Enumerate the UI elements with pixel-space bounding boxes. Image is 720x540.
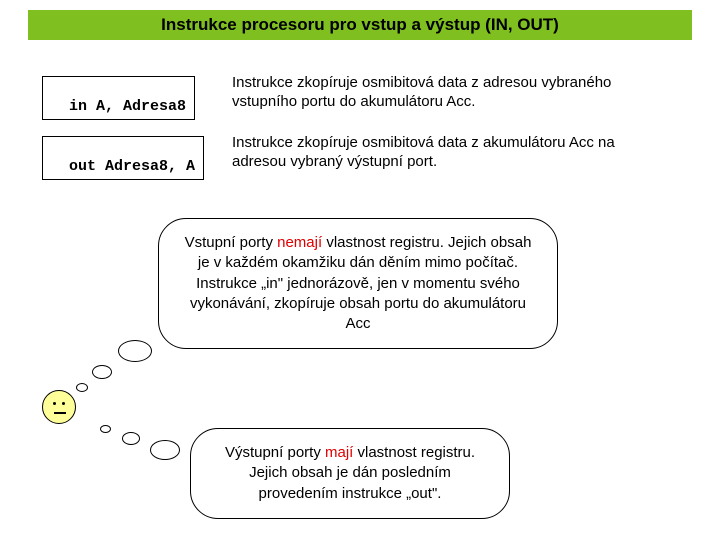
title-bar: Instrukce procesoru pro vstup a výstup (… (28, 10, 692, 40)
title-text: Instrukce procesoru pro vstup a výstup (… (161, 15, 559, 35)
bubble2-tail-1 (150, 440, 180, 460)
face-mouth (54, 412, 66, 414)
bubble1-pre: Vstupní porty (185, 234, 278, 251)
face-eye-right (62, 402, 65, 405)
desc-in: Instrukce zkopíruje osmibitová data z ad… (232, 74, 662, 112)
face-eye-left (53, 402, 56, 405)
desc-out: Instrukce zkopíruje osmibitová data z ak… (232, 134, 662, 172)
speech-bubble-2: Výstupní porty mají vlastnost registru. … (190, 428, 510, 519)
face-icon (42, 390, 76, 424)
bubble2-red: mají (325, 444, 353, 461)
bubble1-tail-1 (118, 340, 152, 362)
bubble2-tail-3 (100, 425, 111, 433)
code-out: out Adresa8, A (69, 158, 195, 175)
code-box-in: in A, Adresa8 (42, 76, 195, 120)
bubble2-tail-2 (122, 432, 140, 445)
code-in: in A, Adresa8 (69, 98, 186, 115)
bubble1-tail-2 (92, 365, 112, 379)
bubble1-red: nemají (277, 234, 322, 251)
code-box-out: out Adresa8, A (42, 136, 204, 180)
bubble1-tail-3 (76, 383, 88, 392)
bubble2-pre: Výstupní porty (225, 444, 325, 461)
speech-bubble-1: Vstupní porty nemají vlastnost registru.… (158, 218, 558, 349)
